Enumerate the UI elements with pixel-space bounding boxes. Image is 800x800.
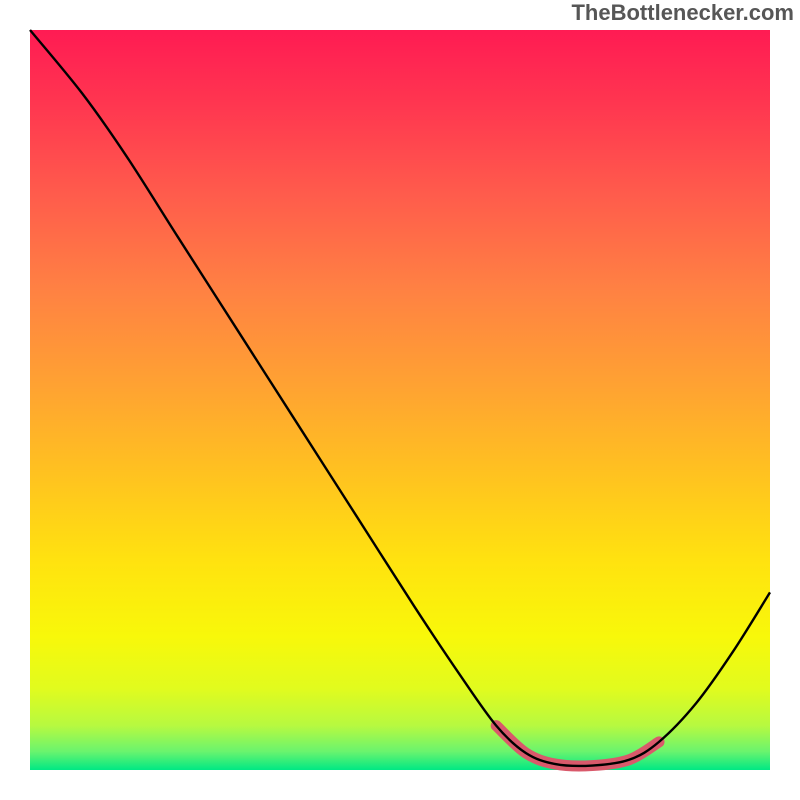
chart-svg bbox=[0, 0, 800, 800]
watermark-label: TheBottlenecker.com bbox=[571, 0, 794, 26]
chart-container: TheBottlenecker.com bbox=[0, 0, 800, 800]
plot-background bbox=[30, 30, 770, 770]
